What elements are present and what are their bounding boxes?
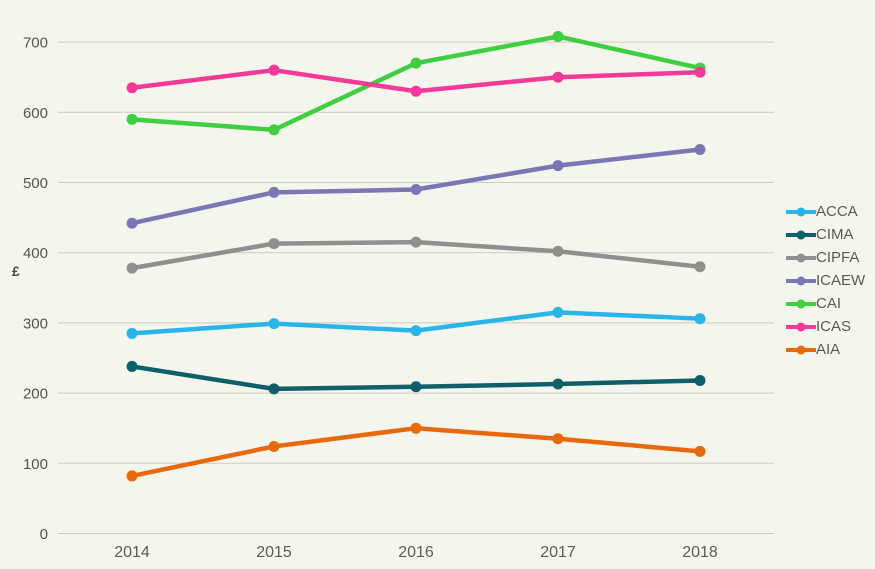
data-point-acca-2017 xyxy=(552,306,564,318)
data-point-icaew-2018 xyxy=(694,144,706,156)
x-tick-label: 2016 xyxy=(398,544,434,561)
series-line-aia xyxy=(129,425,703,479)
legend-marker-aia xyxy=(786,345,816,354)
legend-item-aia[interactable]: AIA xyxy=(786,338,865,361)
y-axis-tick-labels: 0 100 200 300 400 500 600 700 xyxy=(23,35,48,543)
data-point-aia-2018 xyxy=(694,445,706,457)
series-icaew xyxy=(126,144,706,229)
legend-item-cima[interactable]: CIMA xyxy=(786,223,865,246)
legend-marker-acca xyxy=(786,207,816,216)
y-tick-label: 300 xyxy=(23,315,48,332)
x-axis-tick-labels: 2014 2015 2016 2017 2018 xyxy=(114,544,718,561)
data-point-cipfa-2017 xyxy=(552,245,564,257)
data-point-cipfa-2014 xyxy=(126,262,138,274)
data-point-aia-2015 xyxy=(268,440,280,452)
data-point-icas-2015 xyxy=(268,64,280,76)
y-tick-label: 400 xyxy=(23,245,48,262)
data-point-cipfa-2016 xyxy=(410,236,422,248)
data-point-icaew-2015 xyxy=(268,186,280,198)
legend-label: ICAEW xyxy=(816,272,866,289)
legend-label: CIPFA xyxy=(816,249,860,266)
data-point-aia-2017 xyxy=(552,433,564,445)
legend-item-cipfa[interactable]: CIPFA xyxy=(786,246,865,269)
data-point-acca-2018 xyxy=(694,313,706,325)
legend-marker-dot xyxy=(796,207,806,216)
y-axis-title: £ xyxy=(12,263,20,279)
x-tick-label: 2015 xyxy=(256,544,292,561)
data-point-icas-2016 xyxy=(410,85,422,97)
y-tick-label: 500 xyxy=(23,175,48,192)
legend-label: ACCA xyxy=(816,203,858,220)
chart-legend: ACCA CIMA CIPFA ICAEW CAI ICAS AIA xyxy=(786,200,865,361)
data-point-cima-2014 xyxy=(126,360,138,372)
legend-item-icaew[interactable]: ICAEW xyxy=(786,269,865,292)
data-point-cai-2016 xyxy=(410,57,422,69)
y-tick-label: 600 xyxy=(23,105,48,122)
y-tick-label: 100 xyxy=(23,456,48,473)
data-point-icaew-2016 xyxy=(410,184,422,196)
data-point-cima-2015 xyxy=(268,383,280,395)
series-cipfa xyxy=(126,236,706,274)
legend-item-cai[interactable]: CAI xyxy=(786,292,865,315)
legend-item-icas[interactable]: ICAS xyxy=(786,315,865,338)
legend-marker-cai xyxy=(786,299,816,308)
data-point-cima-2017 xyxy=(552,378,564,390)
data-point-icas-2018 xyxy=(694,66,706,78)
legend-label: CIMA xyxy=(816,226,854,243)
data-point-aia-2014 xyxy=(126,470,138,482)
data-point-icaew-2014 xyxy=(126,217,138,229)
gridlines xyxy=(58,41,774,534)
y-tick-label: 200 xyxy=(23,386,48,403)
legend-item-acca[interactable]: ACCA xyxy=(786,200,865,223)
x-tick-label: 2014 xyxy=(114,544,150,561)
legend-marker-dot xyxy=(796,276,806,285)
series-acca xyxy=(126,306,706,339)
series-layer xyxy=(126,30,706,482)
data-point-cai-2014 xyxy=(126,113,138,125)
data-point-icaew-2017 xyxy=(552,160,564,172)
legend-marker-dot xyxy=(796,230,806,239)
data-point-cipfa-2018 xyxy=(694,261,706,273)
x-tick-label: 2017 xyxy=(540,544,576,561)
series-icas xyxy=(126,64,706,97)
data-point-cipfa-2015 xyxy=(268,238,280,250)
legend-label: AIA xyxy=(816,341,841,358)
data-point-cima-2016 xyxy=(410,381,422,393)
legend-marker-dot xyxy=(796,253,806,262)
series-aia xyxy=(126,422,706,482)
data-point-aia-2016 xyxy=(410,422,422,434)
legend-marker-icaew xyxy=(786,276,816,285)
y-tick-label: 700 xyxy=(23,35,48,52)
legend-marker-icas xyxy=(786,322,816,331)
series-line-cai xyxy=(129,34,703,133)
legend-marker-dot xyxy=(796,322,806,331)
data-point-cai-2015 xyxy=(268,124,280,136)
data-point-acca-2014 xyxy=(126,327,138,339)
data-point-acca-2016 xyxy=(410,325,422,337)
data-point-cai-2017 xyxy=(552,30,564,42)
series-cima xyxy=(126,360,706,395)
data-point-cima-2018 xyxy=(694,374,706,386)
data-point-icas-2017 xyxy=(552,71,564,83)
legend-marker-dot xyxy=(796,345,806,354)
legend-label: CAI xyxy=(816,295,842,312)
legend-label: ICAS xyxy=(816,318,852,335)
y-tick-label: 0 xyxy=(40,526,48,543)
data-point-acca-2015 xyxy=(268,318,280,330)
x-tick-label: 2018 xyxy=(682,544,718,561)
legend-marker-dot xyxy=(796,299,806,308)
legend-marker-cipfa xyxy=(786,253,816,262)
series-cai xyxy=(126,30,706,136)
legend-marker-cima xyxy=(786,230,816,239)
data-point-icas-2014 xyxy=(126,82,138,94)
